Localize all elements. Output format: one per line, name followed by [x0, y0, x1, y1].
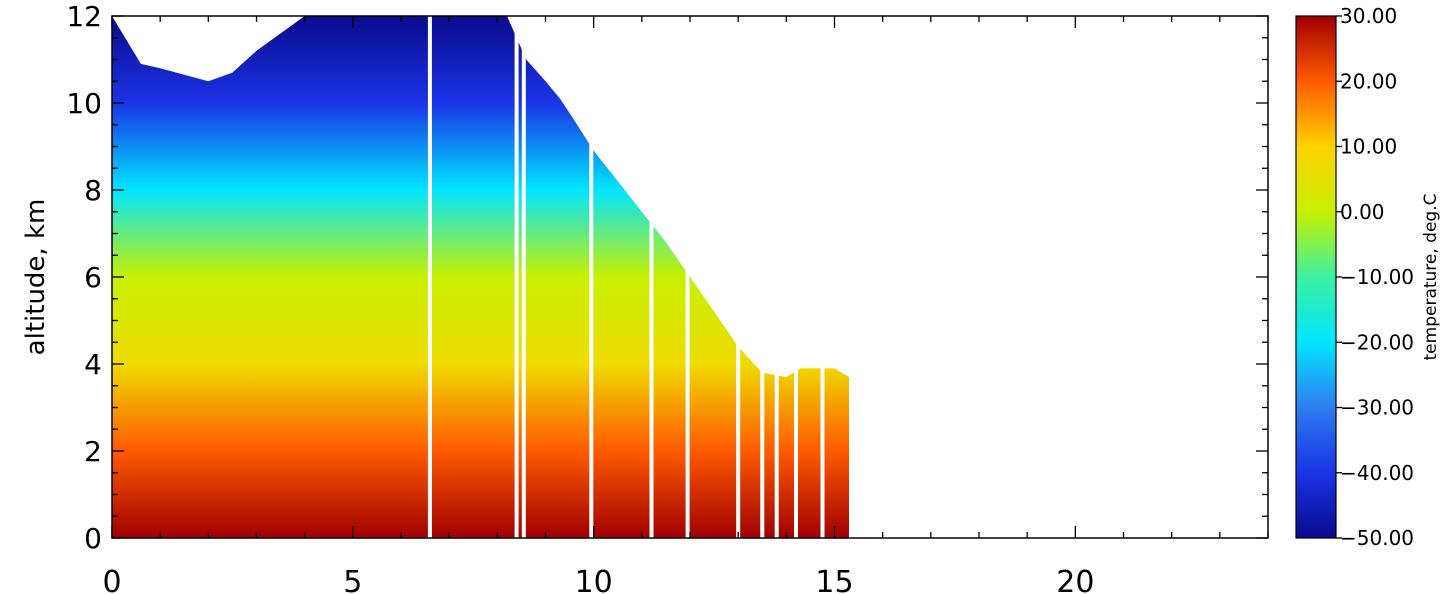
colorbar-tick-label: 10.00 — [1340, 135, 1397, 159]
y-tick-label: 2 — [84, 435, 102, 468]
y-tick-label: 10 — [66, 87, 102, 120]
colorbar-tick-label: −40.00 — [1340, 461, 1414, 485]
data-gap — [820, 16, 825, 538]
x-tick-label: 5 — [343, 565, 362, 594]
y-tick-label: 6 — [84, 261, 102, 294]
data-gap — [685, 16, 690, 538]
colorbar-tick-label: 30.00 — [1340, 4, 1397, 28]
data-gap — [427, 16, 432, 538]
y-axis: 0 2 4 6 8 10 12 — [66, 0, 1268, 555]
colorbar-label: temperature, deg.C — [1421, 194, 1441, 361]
data-gap — [774, 16, 779, 538]
data-gap — [794, 16, 798, 538]
x-tick-label: 0 — [102, 565, 121, 594]
colorbar-tick-label: −20.00 — [1340, 330, 1414, 354]
y-tick-label: 0 — [84, 522, 102, 555]
temperature-heatmap — [112, 16, 849, 538]
colorbar-scale — [1295, 15, 1337, 539]
data-gap — [514, 16, 519, 538]
colorbar-tick-label: 0.00 — [1340, 200, 1385, 224]
data-gap — [760, 16, 765, 538]
data-gap — [589, 16, 594, 538]
colorbar: 30.00 20.00 10.00 0.00 −10.00 −20.00 −30.00 −40… — [1295, 4, 1441, 550]
colorbar-tick-label: −10.00 — [1340, 265, 1414, 289]
y-tick-label: 4 — [84, 348, 102, 381]
data-gap — [736, 16, 741, 538]
x-axis: 0 5 10 15 20 — [102, 16, 1269, 594]
y-tick-label: 12 — [66, 0, 102, 33]
colorbar-tick-label: −50.00 — [1340, 526, 1414, 550]
y-axis-label: altitude, km — [21, 199, 51, 356]
colorbar-ticks: 30.00 20.00 10.00 0.00 −10.00 −20.00 −30.00 −40… — [1336, 4, 1414, 550]
colorbar-tick-label: 20.00 — [1340, 69, 1397, 93]
heatmap-field — [112, 16, 849, 538]
x-tick-label: 20 — [1056, 565, 1094, 594]
data-gaps — [427, 16, 825, 538]
x-tick-label: 10 — [575, 565, 613, 594]
colorbar-tick-label: −30.00 — [1340, 396, 1414, 420]
data-gap — [649, 16, 654, 538]
data-gap — [521, 16, 526, 538]
y-tick-label: 8 — [84, 174, 102, 207]
x-tick-label: 15 — [815, 565, 853, 594]
